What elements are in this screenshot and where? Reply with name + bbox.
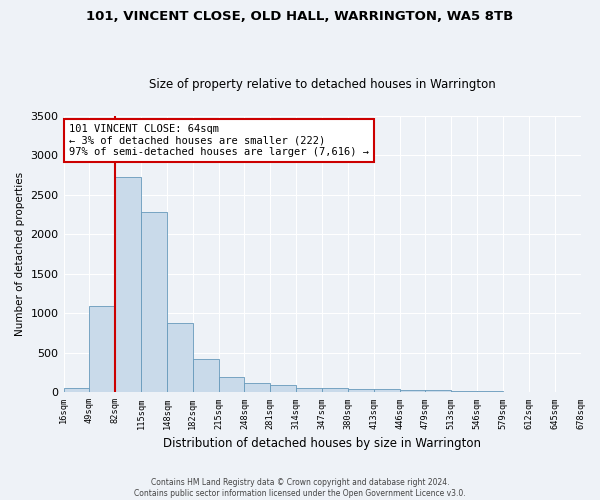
Text: 101, VINCENT CLOSE, OLD HALL, WARRINGTON, WA5 8TB: 101, VINCENT CLOSE, OLD HALL, WARRINGTON… bbox=[86, 10, 514, 23]
Y-axis label: Number of detached properties: Number of detached properties bbox=[15, 172, 25, 336]
Bar bbox=[115, 178, 141, 392]
Bar bbox=[167, 323, 193, 392]
Bar bbox=[374, 389, 400, 392]
Bar bbox=[64, 388, 89, 392]
Bar bbox=[348, 389, 374, 392]
Bar bbox=[451, 390, 477, 392]
Bar bbox=[244, 383, 271, 392]
Text: 101 VINCENT CLOSE: 64sqm
← 3% of detached houses are smaller (222)
97% of semi-d: 101 VINCENT CLOSE: 64sqm ← 3% of detache… bbox=[69, 124, 369, 158]
X-axis label: Distribution of detached houses by size in Warrington: Distribution of detached houses by size … bbox=[163, 437, 481, 450]
Bar bbox=[89, 306, 115, 392]
Bar bbox=[425, 390, 451, 392]
Bar bbox=[218, 376, 244, 392]
Bar bbox=[477, 391, 503, 392]
Bar bbox=[141, 212, 167, 392]
Bar bbox=[400, 390, 425, 392]
Text: Contains HM Land Registry data © Crown copyright and database right 2024.
Contai: Contains HM Land Registry data © Crown c… bbox=[134, 478, 466, 498]
Bar bbox=[322, 388, 348, 392]
Bar bbox=[271, 385, 296, 392]
Title: Size of property relative to detached houses in Warrington: Size of property relative to detached ho… bbox=[149, 78, 496, 91]
Bar bbox=[296, 388, 322, 392]
Bar bbox=[193, 359, 218, 392]
